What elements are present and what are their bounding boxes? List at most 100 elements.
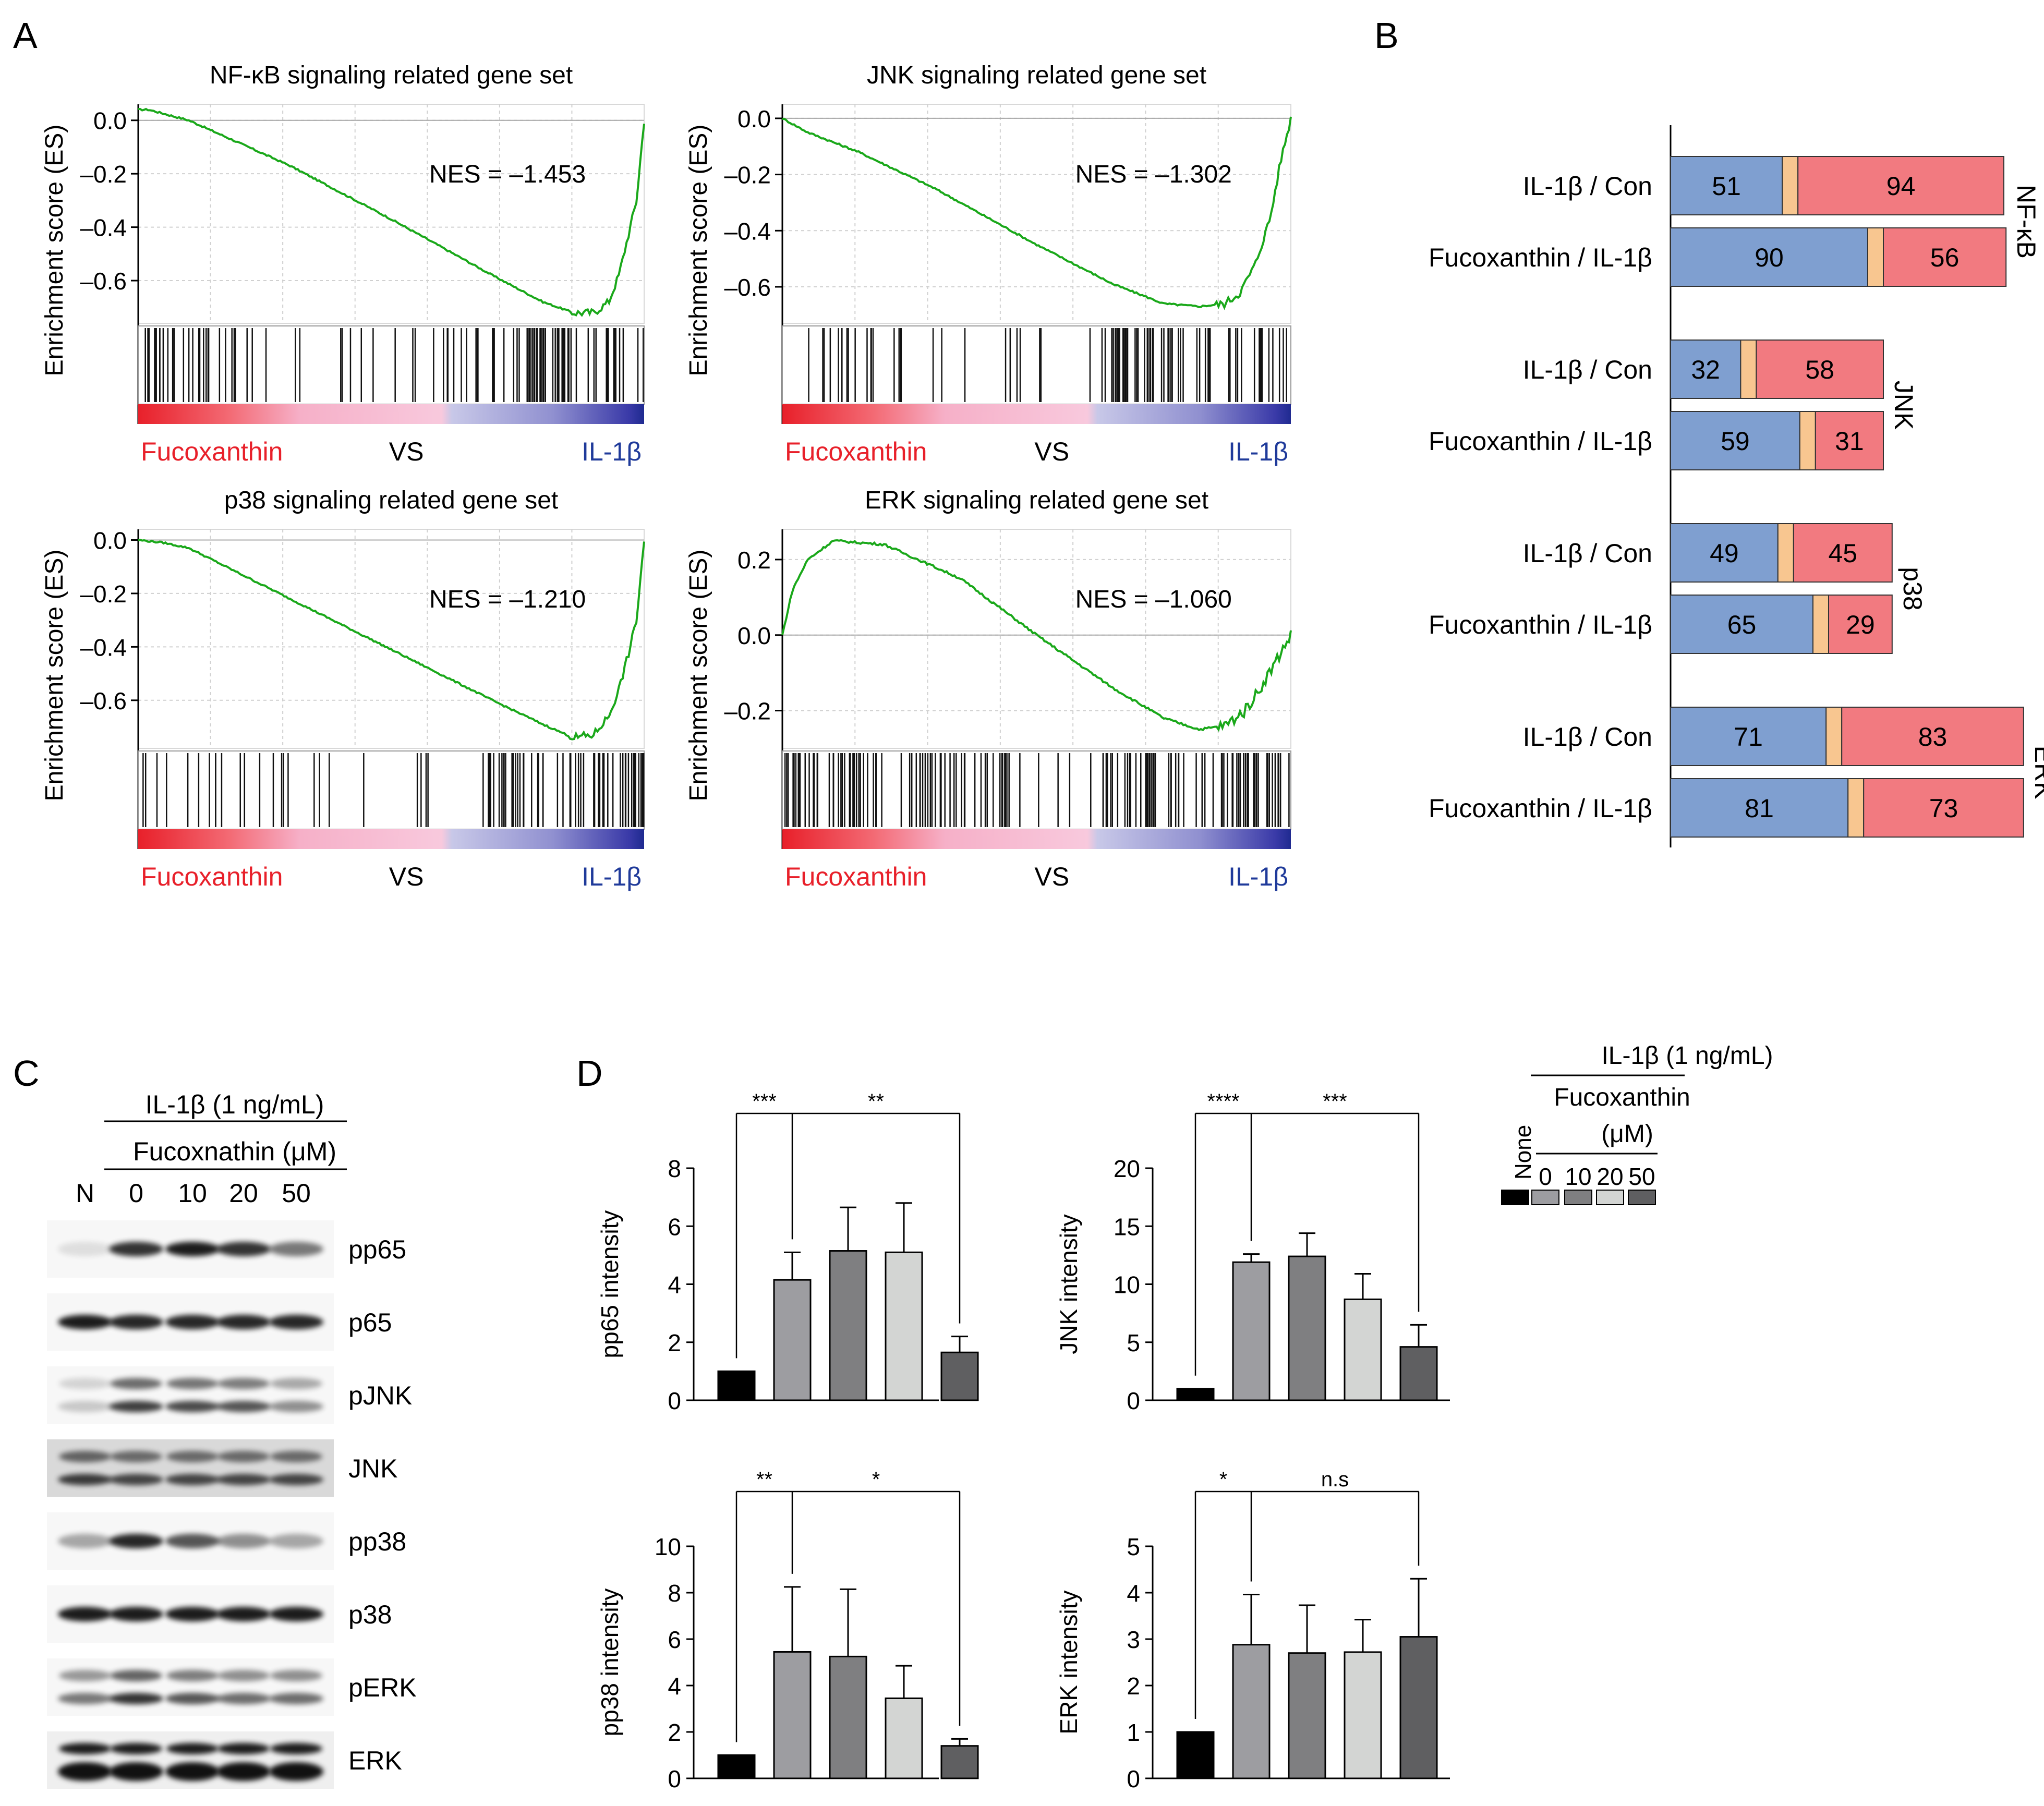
bar-10 — [829, 1250, 867, 1401]
gsea-ylabel: Enrichment score (ES) — [685, 125, 712, 377]
blot-band — [216, 1693, 271, 1704]
bar-None — [1176, 1388, 1215, 1401]
bar-ytick-label: 3 — [1127, 1626, 1140, 1653]
bar-ytick-label: 15 — [1114, 1213, 1140, 1240]
panel-b-down-segment — [1670, 778, 1849, 838]
blot-band — [165, 1534, 220, 1548]
bar-ytick-label: 5 — [1127, 1533, 1140, 1560]
legend-unit: (μM) — [1601, 1120, 1653, 1148]
blot-band — [270, 1670, 322, 1681]
gsea-left-label: Fucoxanthin — [785, 437, 927, 466]
blot-band — [217, 1378, 270, 1389]
blot-lane-label: 50 — [282, 1179, 311, 1208]
blot-band — [109, 1534, 163, 1548]
blot-band — [110, 1451, 162, 1462]
bar-ylabel: pp65 intensity — [596, 1210, 623, 1359]
legend-treatment: IL-1β (1 ng/mL) — [1601, 1042, 1773, 1070]
panel-b-ns-segment — [1782, 156, 1799, 215]
blot-protein-label: p38 — [348, 1600, 392, 1629]
gsea-title: NF-κB signaling related gene set — [210, 62, 573, 89]
blot-band — [58, 1474, 112, 1485]
blot-band — [216, 1242, 271, 1256]
blot-band — [110, 1670, 162, 1681]
blot-protein-label: ERK — [348, 1746, 402, 1775]
blot-band — [269, 1315, 323, 1329]
blot-band — [269, 1401, 323, 1412]
blot-band — [216, 1315, 271, 1329]
blot-band — [165, 1693, 220, 1704]
panel-b-down-value: 59 — [1721, 427, 1750, 456]
panel-b-group-label: ERK — [2029, 746, 2044, 799]
bar-0 — [1232, 1644, 1271, 1779]
panel-b-row-label: IL-1β / Con — [1523, 722, 1652, 752]
blot-band — [216, 1762, 271, 1781]
gsea-mid-label: VS — [1034, 437, 1069, 466]
panel-b-down-segment — [1670, 227, 1868, 287]
bar-ytick-label: 5 — [1127, 1329, 1140, 1356]
bar-ytick-label: 10 — [655, 1533, 681, 1560]
legend-swatch — [1564, 1190, 1592, 1205]
sig-label: n.s — [1321, 1468, 1349, 1491]
bar-ytick-label: 0 — [1127, 1387, 1140, 1414]
bar-ytick-label: 2 — [668, 1719, 681, 1746]
blot-band — [59, 1670, 111, 1681]
gsea-ytick-label: –0.4 — [80, 214, 127, 241]
gsea-nes-label: NES = –1.210 — [429, 586, 586, 613]
blot-band — [58, 1607, 112, 1621]
blot-lane-label: 20 — [229, 1179, 258, 1208]
panel-b-ns-segment — [1825, 707, 1843, 766]
bar-ylabel: ERK intensity — [1055, 1590, 1082, 1734]
blot-band — [109, 1762, 163, 1781]
gsea-left-label: Fucoxanthin — [141, 862, 283, 891]
panel-b-group-label: NF-κB — [2012, 185, 2041, 259]
gsea-right-label: IL-1β — [1228, 862, 1288, 891]
bar-20 — [1344, 1651, 1382, 1779]
gsea-ytick-label: 0.0 — [93, 107, 127, 135]
gsea-ytick-label: 0.0 — [93, 527, 127, 554]
legend-swatch — [1596, 1190, 1624, 1205]
blot-treatment-label: IL-1β (1 ng/mL) — [146, 1090, 324, 1119]
panel-b-down-segment — [1670, 707, 1827, 766]
gsea-es-frame — [138, 104, 645, 324]
gsea-es-curve — [781, 539, 1292, 732]
legend-dose-label: 50 — [1628, 1163, 1655, 1190]
blot-band — [165, 1242, 220, 1256]
blot-lane-label: 0 — [129, 1179, 143, 1208]
gsea-title: JNK signaling related gene set — [867, 62, 1206, 89]
blot-band — [165, 1315, 220, 1329]
gsea-left-label: Fucoxanthin — [785, 862, 927, 891]
legend-swatch — [1628, 1190, 1656, 1205]
blot-band — [58, 1242, 112, 1256]
blot-band — [110, 1743, 162, 1754]
gsea-plot-nfkb: NF-κB signaling related gene set 0.0 –0.2 –… — [41, 62, 645, 466]
blot-band — [217, 1451, 270, 1462]
panel-b-up-value: 73 — [1929, 794, 1958, 823]
gsea-ytick-label: –0.4 — [724, 217, 771, 245]
panel-b-up-value: 58 — [1805, 355, 1834, 384]
gsea-ytick-label: –0.2 — [80, 580, 127, 608]
panel-b-down-value: 65 — [1727, 610, 1757, 639]
gsea-es-frame — [782, 104, 1291, 324]
gsea-right-label: IL-1β — [582, 437, 642, 466]
blot-band — [110, 1378, 162, 1389]
blot-band — [165, 1762, 220, 1781]
gsea-ytick-label: –0.4 — [80, 634, 127, 661]
panel-b-down-segment — [1670, 595, 1813, 654]
gsea-barcode-frame — [138, 325, 645, 405]
blot-protein-label: JNK — [348, 1454, 397, 1483]
bar-ytick-label: 8 — [668, 1580, 681, 1607]
legend-dose-label: 10 — [1565, 1163, 1591, 1190]
bar-0 — [1232, 1261, 1271, 1401]
bar-ylabel: JNK intensity — [1055, 1214, 1082, 1354]
gsea-barcode-frame — [782, 325, 1291, 405]
gsea-ytick-label: –0.2 — [80, 161, 127, 188]
panel-b-ns-segment — [1867, 227, 1884, 287]
panel-b-ns-segment — [1799, 411, 1816, 470]
bar-ytick-label: 1 — [1127, 1719, 1140, 1746]
gsea-ylabel: Enrichment score (ES) — [41, 125, 68, 377]
bar-20 — [1344, 1298, 1382, 1401]
panel-b-up-value: 83 — [1918, 722, 1948, 752]
blot-band — [217, 1743, 270, 1754]
